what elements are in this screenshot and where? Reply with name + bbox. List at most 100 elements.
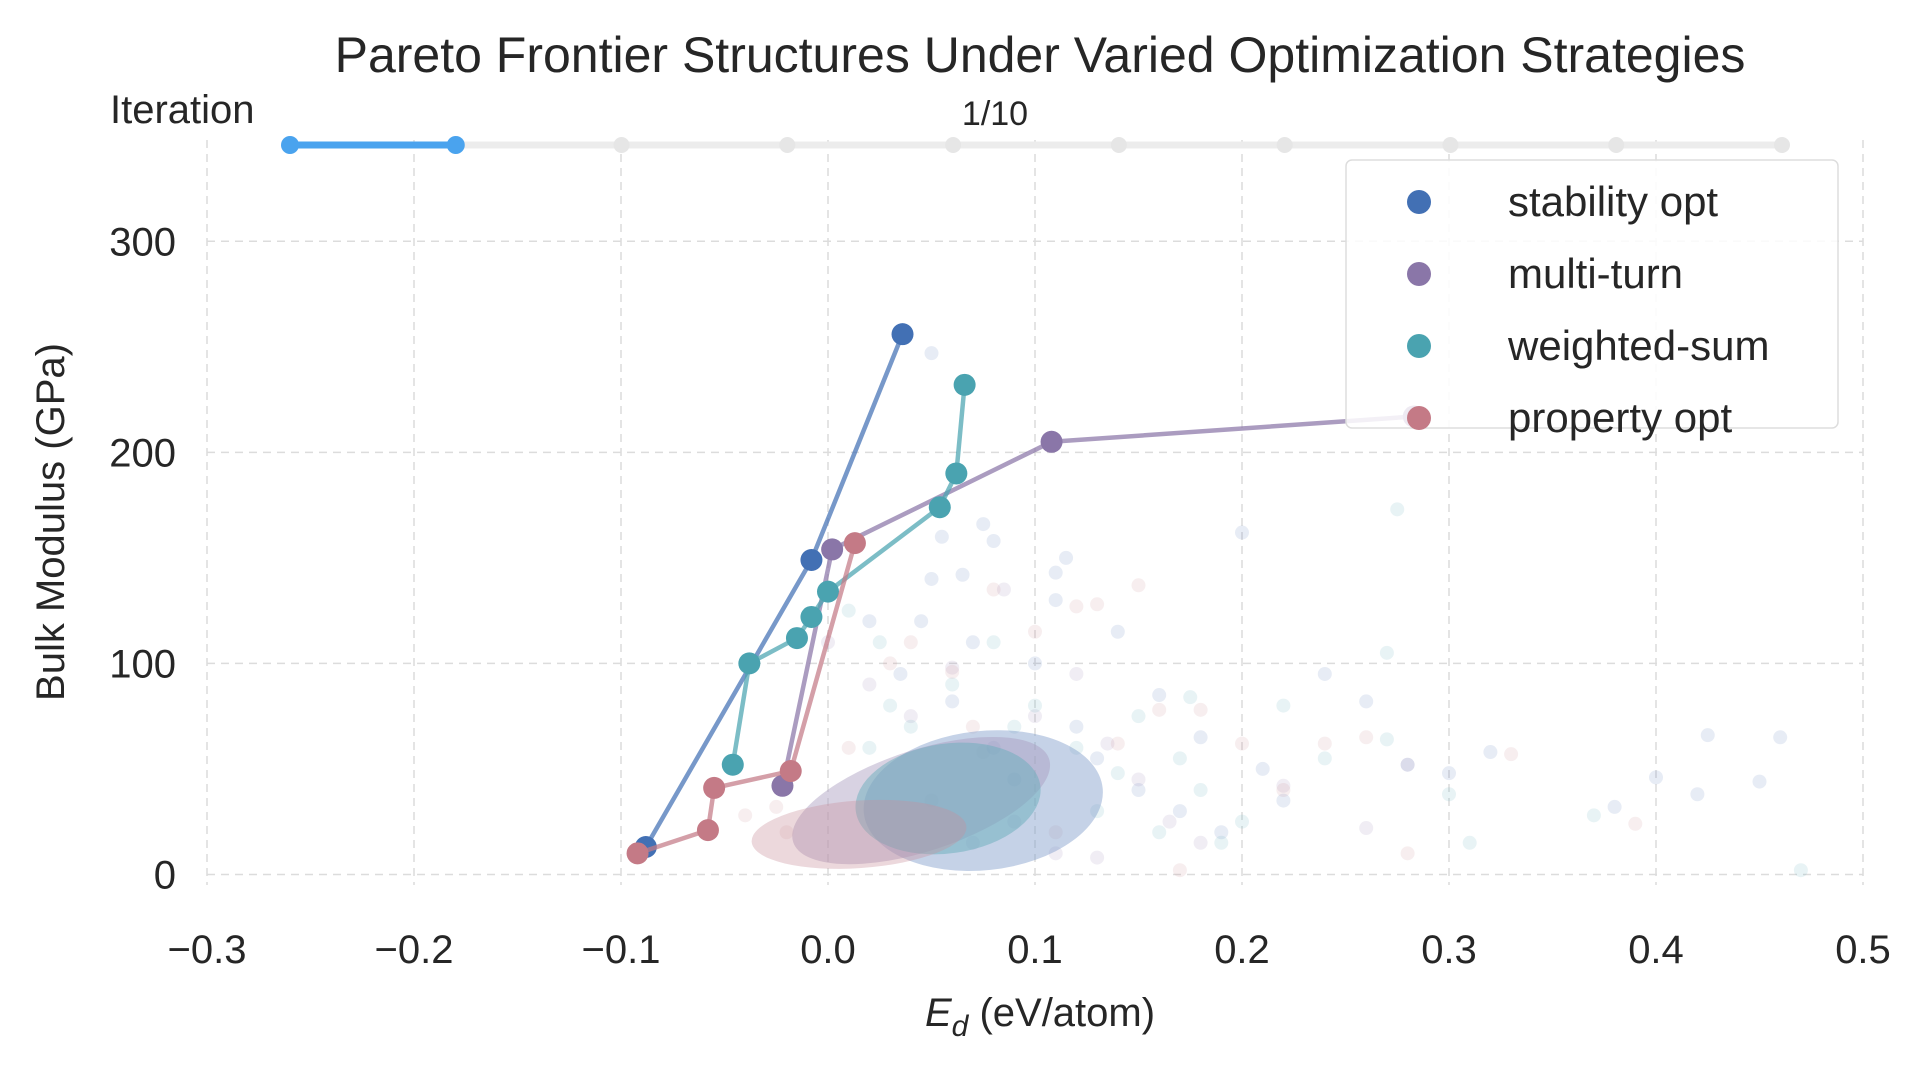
frontier-point bbox=[817, 580, 839, 603]
x-axis-label: Ed (eV/atom) bbox=[925, 991, 1155, 1043]
background-point bbox=[1700, 728, 1715, 743]
background-point bbox=[903, 719, 918, 734]
slider-step[interactable] bbox=[281, 136, 299, 154]
background-point bbox=[862, 677, 877, 692]
background-point bbox=[1131, 783, 1146, 798]
frontier-point bbox=[626, 842, 649, 865]
background-point bbox=[1379, 732, 1394, 747]
slider-step[interactable] bbox=[1608, 137, 1625, 153]
background-point bbox=[1048, 565, 1063, 580]
background-point bbox=[1317, 736, 1332, 751]
background-point bbox=[1235, 525, 1249, 540]
background-point bbox=[1028, 709, 1042, 724]
legend-item: multi-turn bbox=[1407, 250, 1683, 297]
background-point bbox=[1193, 702, 1208, 717]
legend-marker bbox=[1407, 406, 1431, 430]
slider-step[interactable] bbox=[613, 137, 630, 153]
background-point bbox=[1400, 757, 1415, 772]
background-point bbox=[1752, 774, 1767, 789]
legend-marker bbox=[1407, 262, 1431, 286]
slider-handle[interactable] bbox=[446, 136, 465, 154]
x-tick-label: −0.1 bbox=[582, 928, 661, 972]
background-point bbox=[1235, 814, 1249, 829]
x-tick-label: −0.2 bbox=[375, 928, 454, 972]
frontier-point bbox=[891, 323, 914, 346]
background-point bbox=[862, 614, 877, 629]
frontier-weighted-sum bbox=[721, 373, 976, 776]
chart-title: Pareto Frontier Structures Under Varied … bbox=[335, 27, 1746, 83]
background-point bbox=[883, 698, 898, 713]
background-point bbox=[1276, 793, 1291, 808]
background-point bbox=[1100, 736, 1115, 751]
slider-step[interactable] bbox=[779, 137, 796, 153]
y-tick-label: 0 bbox=[154, 853, 176, 897]
frontier-point bbox=[800, 605, 823, 628]
x-axis-label-subscript: d bbox=[952, 1010, 970, 1043]
frontier-point bbox=[945, 462, 968, 485]
background-point bbox=[1628, 816, 1643, 831]
frontier-point bbox=[703, 776, 726, 799]
slider-value: 1/10 bbox=[962, 95, 1028, 133]
background-point bbox=[976, 517, 991, 532]
iteration-slider[interactable]: Iteration 1/10 bbox=[110, 88, 1790, 154]
slider-step[interactable] bbox=[1276, 137, 1293, 153]
slider-track[interactable] bbox=[281, 136, 1790, 154]
slider-step[interactable] bbox=[1774, 137, 1790, 153]
background-point bbox=[996, 582, 1011, 597]
frontier-property-opt bbox=[626, 532, 866, 865]
slider-step[interactable] bbox=[1110, 137, 1127, 153]
frontier-point bbox=[928, 496, 951, 519]
x-tick-label: 0.2 bbox=[1214, 928, 1270, 972]
background-point bbox=[1059, 550, 1074, 565]
background-point bbox=[945, 694, 960, 709]
x-axis-label-symbol: E bbox=[925, 991, 953, 1035]
legend-item: stability opt bbox=[1407, 178, 1718, 225]
frontier-line bbox=[780, 414, 1414, 787]
background-point bbox=[1483, 745, 1498, 760]
background-point bbox=[1152, 702, 1167, 717]
frontier-point bbox=[1040, 430, 1063, 453]
x-tick-label: 0.1 bbox=[1007, 928, 1063, 972]
slider-step[interactable] bbox=[1442, 137, 1459, 153]
background-point bbox=[1193, 730, 1208, 745]
background-point bbox=[1172, 863, 1187, 878]
frontier-point bbox=[696, 819, 719, 842]
background-point bbox=[945, 677, 960, 692]
background-point bbox=[1069, 666, 1084, 681]
legend-marker bbox=[1407, 334, 1431, 358]
background-point bbox=[1172, 751, 1187, 766]
background-point bbox=[1255, 761, 1270, 776]
legend-marker bbox=[1407, 190, 1431, 214]
background-point bbox=[1131, 578, 1146, 593]
slider-step[interactable] bbox=[945, 137, 962, 153]
y-tick-label: 100 bbox=[109, 642, 176, 686]
background-point bbox=[1090, 804, 1105, 819]
background-point bbox=[1317, 666, 1332, 681]
background-point bbox=[1390, 502, 1405, 517]
background-point bbox=[965, 719, 980, 734]
background-point bbox=[1110, 766, 1125, 781]
background-point bbox=[1586, 808, 1601, 823]
background-point bbox=[1193, 835, 1208, 850]
background-point bbox=[862, 740, 877, 755]
legend-items: stability opt multi-turn weighted-sum prope… bbox=[1407, 178, 1769, 441]
background-point bbox=[738, 808, 753, 823]
background-point bbox=[841, 740, 856, 755]
background-point bbox=[1110, 736, 1125, 751]
background-points bbox=[738, 346, 1808, 878]
legend-item: property opt bbox=[1407, 394, 1732, 441]
background-point bbox=[1359, 694, 1374, 709]
background-point bbox=[1090, 597, 1105, 612]
background-point bbox=[779, 825, 794, 840]
background-point bbox=[1317, 751, 1332, 766]
frontier-point bbox=[785, 627, 808, 650]
frontier-point bbox=[800, 548, 823, 571]
background-point bbox=[1048, 825, 1063, 840]
frontier-point bbox=[821, 538, 844, 561]
background-point bbox=[1359, 821, 1374, 836]
background-point bbox=[924, 346, 939, 361]
x-tick-label: 0.4 bbox=[1628, 928, 1684, 972]
legend-label: multi-turn bbox=[1508, 250, 1683, 297]
